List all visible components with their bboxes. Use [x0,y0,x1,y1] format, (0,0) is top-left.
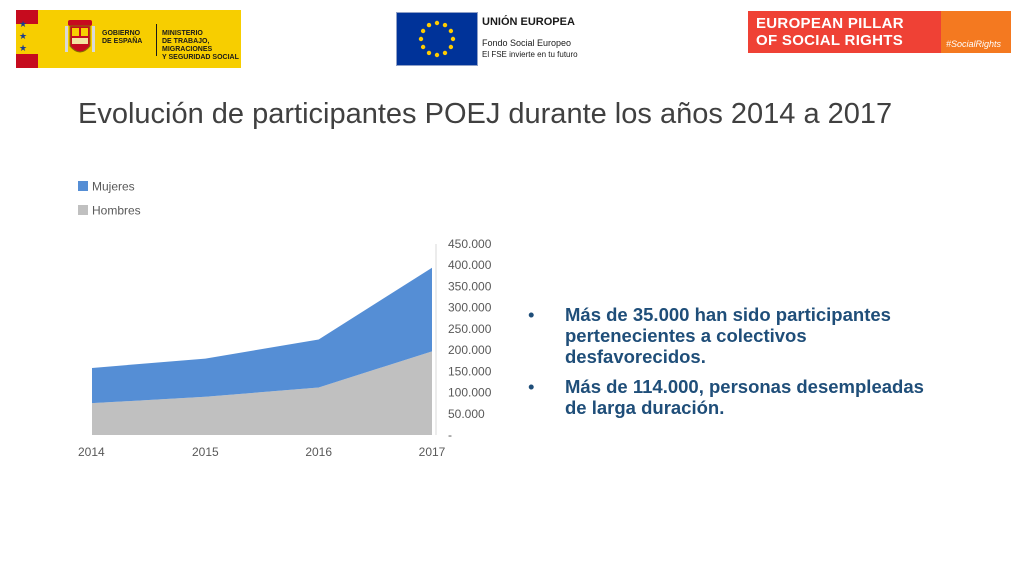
legend-swatch-mujeres [78,181,88,191]
union-europea-logo: UNIÓN EUROPEA Fondo Social Europeo El FS… [396,12,586,66]
ue-subtitle: Fondo Social Europeo [482,38,572,48]
eu-stars-icon: ★ ★ ★ [19,19,28,53]
y-tick-label: 250.000 [448,322,492,336]
gobierno-text: GOBIERNO DE ESPAÑA [102,30,143,45]
stacked-area-chart: Mujeres Hombres - 50.000 100.000 150.000 200.0… [78,180,492,459]
ministerio-text: MINISTERIO DE TRABAJO, MIGRACIONES Y SEG… [162,30,239,61]
spain-flag-icon [16,10,38,68]
pillar-stripe [941,11,1011,53]
bullet-dot-icon: • [528,376,535,397]
x-tick-label: 2017 [419,445,446,459]
y-tick-label: 400.000 [448,258,492,272]
y-tick-label: 150.000 [448,364,492,378]
x-tick-label: 2014 [78,445,105,459]
area-mujeres [92,267,432,404]
pillar-text: EUROPEAN PILLAR OF SOCIAL RIGHTS [756,15,904,49]
bullet-list: • Más de 35.000 han sido participantes pe… [524,304,944,427]
bullet-item: • Más de 114.000, personas desempleadas d… [524,376,944,418]
y-tick-label: 450.000 [448,237,492,251]
gobierno-espana-logo: ★ ★ ★ GOBIERNO DE ESPAÑA MINISTERIO DE TRA… [16,10,241,68]
legend-label-hombres: Hombres [92,204,141,218]
legend-label-mujeres: Mujeres [92,180,135,194]
bullet-text: Más de 114.000, personas desempleadas de… [565,376,924,418]
eu-flag-icon [396,12,478,66]
coat-of-arms-icon [65,20,95,53]
y-tick-label: 200.000 [448,343,492,357]
pillar-hashtag: #SocialRights [945,39,1001,49]
x-tick-label: 2016 [305,445,332,459]
y-tick-label: - [448,428,452,442]
y-tick-label: 50.000 [448,407,485,421]
y-tick-label: 100.000 [448,386,492,400]
x-tick-label: 2015 [192,445,219,459]
bullet-item: • Más de 35.000 han sido participantes pe… [524,304,944,367]
y-tick-label: 300.000 [448,301,492,315]
logo-divider [156,24,157,56]
bullet-text: Más de 35.000 han sido participantes per… [565,304,891,367]
legend-swatch-hombres [78,205,88,215]
area-hombres [92,351,432,435]
y-tick-label: 350.000 [448,279,492,293]
slide-title: Evolución de participantes POEJ durante … [78,98,893,130]
logo-bar: ★ ★ ★ GOBIERNO DE ESPAÑA MINISTERIO DE TRA… [0,0,1024,76]
ue-title: UNIÓN EUROPEA [482,16,575,28]
ue-tagline: El FSE invierte en tu futuro [482,50,578,59]
bullet-dot-icon: • [528,304,535,325]
european-pillar-logo: EUROPEAN PILLAR OF SOCIAL RIGHTS #Social… [748,11,1011,53]
